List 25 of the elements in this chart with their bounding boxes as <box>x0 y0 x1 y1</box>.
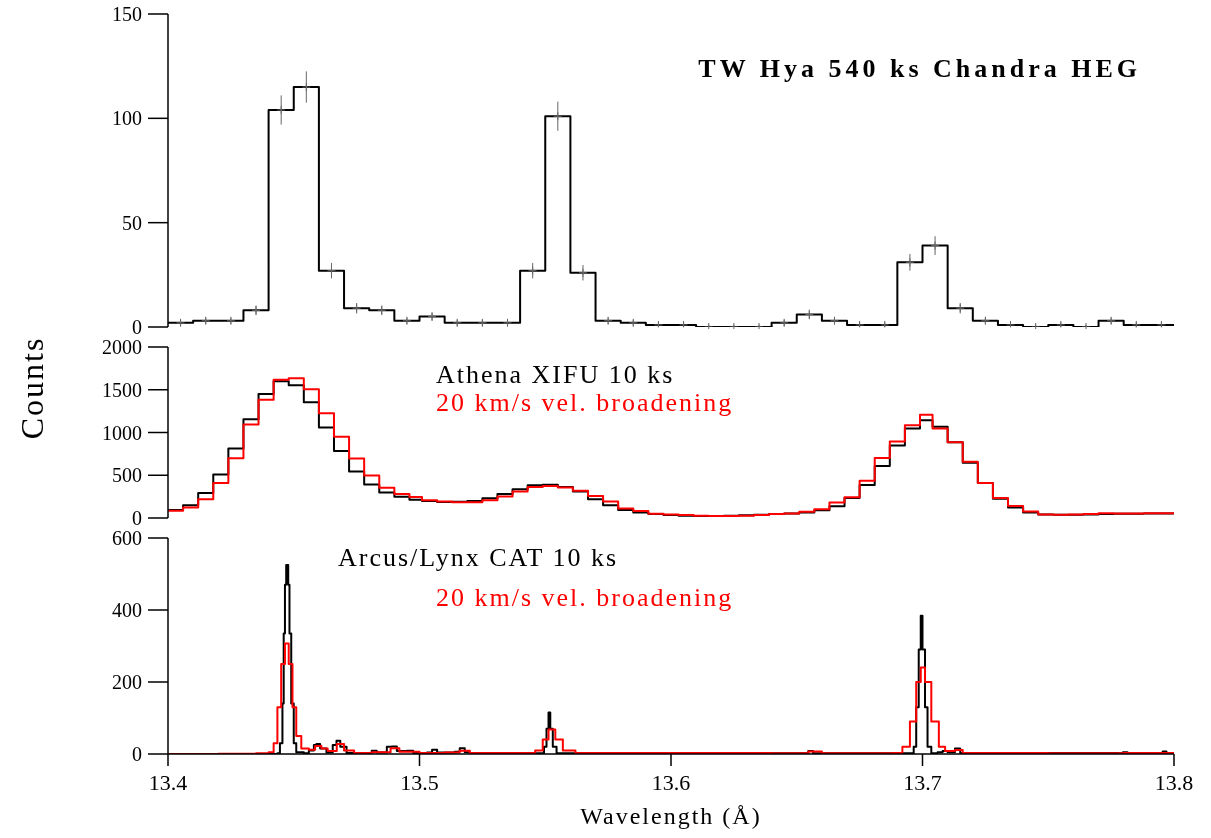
y-tick-label: 150 <box>112 3 142 25</box>
y-tick-label: 0 <box>132 507 142 529</box>
x-tick-label: 13.4 <box>148 769 188 795</box>
y-tick-label: 500 <box>112 464 142 487</box>
y-tick-label: 50 <box>122 211 142 234</box>
text: 20 km/s vel. broadening <box>436 582 734 614</box>
y-tick-label: 600 <box>112 527 142 549</box>
y-tick-label: 1000 <box>102 421 142 444</box>
text: Athena XIFU 10 ks <box>436 360 676 389</box>
y-tick-label: 0 <box>132 316 142 338</box>
text: TW Hya 540 ks Chandra HEG <box>698 54 1141 84</box>
text: 20 km/s vel. broadening <box>436 388 734 417</box>
series-label: Arcus/Lynx CAT 10 ks <box>338 542 620 574</box>
y-tick-label: 200 <box>112 671 142 693</box>
y-axis-title: Counts <box>13 336 51 439</box>
x-tick-label: 13.8 <box>1154 769 1194 795</box>
y-tick-label: 400 <box>112 599 142 621</box>
x-tick-label: 13.6 <box>651 769 691 795</box>
x-tick-label: 13.7 <box>903 769 942 795</box>
y-tick-label: 2000 <box>102 336 142 358</box>
x-axis-title: Wavelength (Å) <box>580 803 762 829</box>
y-tick-label: 0 <box>132 743 142 765</box>
y-tick-label: 100 <box>112 107 142 130</box>
x-tick-label: 13.5 <box>400 769 439 795</box>
y-tick-label: 1500 <box>102 378 142 401</box>
